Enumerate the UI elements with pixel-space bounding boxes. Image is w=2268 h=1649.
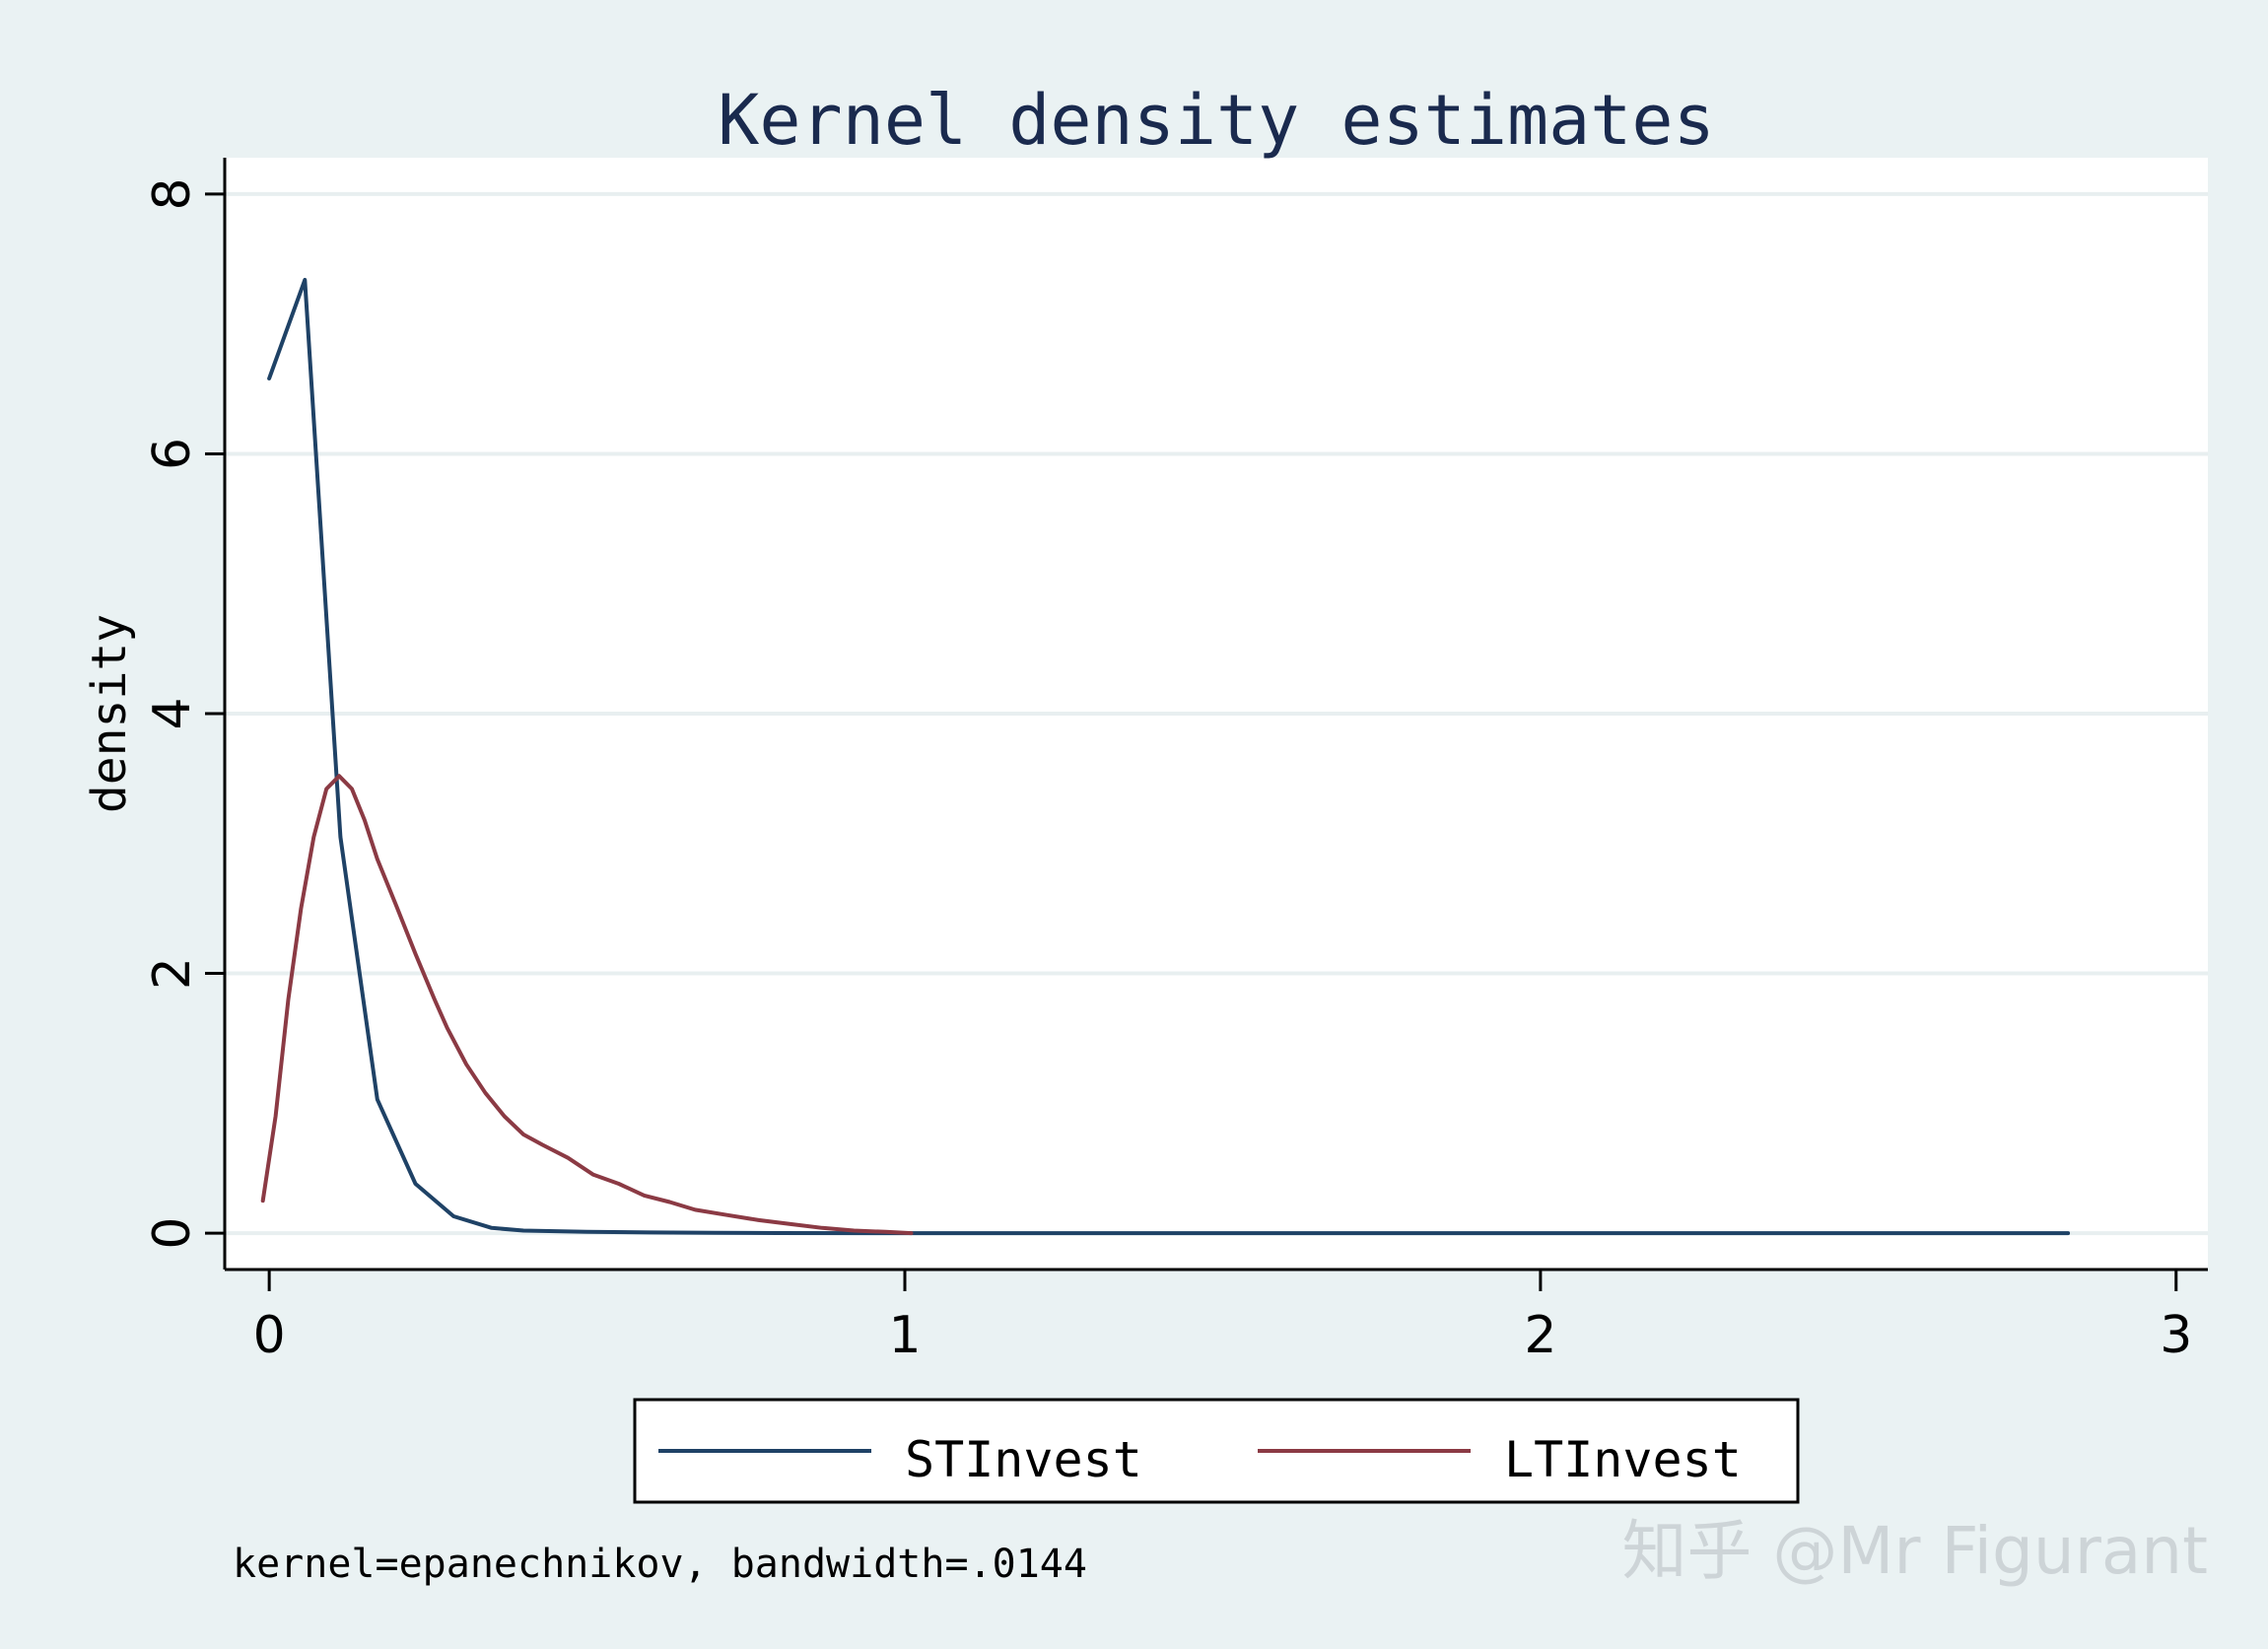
series-lines [260, 277, 2071, 1236]
legend: STInvest LTInvest [633, 1398, 1800, 1504]
x-tick-label-2: 2 [1524, 1306, 1556, 1365]
kernel-note: kernel=epanechnikov, bandwidth=.0144 [233, 1542, 1087, 1587]
series-line-stinvest [267, 277, 2071, 1236]
y-tick-label-6: 6 [143, 438, 202, 470]
chart-title: Kernel density estimates [718, 80, 1714, 161]
y-axis-label: density [82, 614, 137, 813]
x-tick-label-1: 1 [888, 1306, 921, 1365]
series-line-ltinvest [260, 774, 914, 1236]
y-tick-label-2: 2 [143, 957, 202, 990]
legend-label-stinvest: STInvest [905, 1431, 1142, 1488]
y-tick-label-4: 4 [143, 697, 202, 729]
x-tick-label-3: 3 [2160, 1306, 2192, 1365]
x-tick-label-0: 0 [253, 1306, 286, 1365]
watermark: 知乎 @Mr Figurant [1621, 1513, 2208, 1589]
y-tick-label-0: 0 [143, 1217, 202, 1250]
y-tick-label-8: 8 [143, 177, 202, 210]
tick-marks: 0 2 4 6 8 0 1 2 3 [143, 177, 2192, 1365]
legend-label-ltinvest: LTInvest [1504, 1431, 1742, 1488]
